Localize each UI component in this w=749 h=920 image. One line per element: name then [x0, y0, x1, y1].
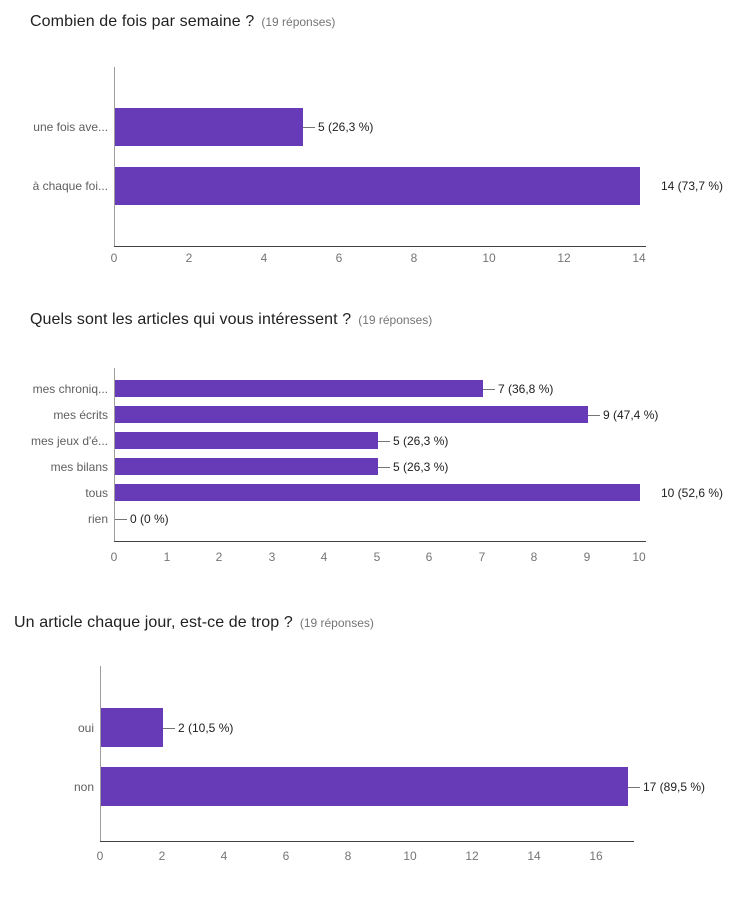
bar	[115, 167, 640, 205]
x-tick-label: 10	[632, 550, 646, 564]
leader-line	[163, 728, 175, 729]
leader-line	[303, 127, 315, 128]
value-label: 5 (26,3 %)	[318, 120, 374, 134]
bar	[115, 484, 640, 501]
x-tick-label: 6	[335, 251, 343, 265]
category-label: à chaque foi...	[32, 179, 108, 193]
category-label: rien	[87, 511, 108, 526]
x-tick-label: 4	[260, 251, 268, 265]
leader-line	[378, 441, 390, 442]
bar	[115, 108, 303, 146]
category-label: mes jeux d'é...	[31, 433, 108, 448]
x-axis-line	[100, 841, 634, 842]
category-label: mes chroniq...	[32, 381, 108, 396]
value-label: 0 (0 %)	[130, 511, 169, 526]
category-label: mes bilans	[50, 459, 108, 474]
x-tick-label: 4	[320, 550, 328, 564]
leader-line	[483, 389, 495, 390]
category-label: une fois ave...	[33, 120, 108, 134]
x-tick-label: 0	[96, 849, 104, 863]
leader-line	[588, 415, 600, 416]
category-label: oui	[77, 720, 94, 735]
x-tick-label: 14	[527, 849, 541, 863]
question-title-1: Combien de fois par semaine ?	[30, 13, 255, 30]
value-label: 5 (26,3 %)	[393, 459, 449, 474]
x-tick-label: 0	[110, 251, 118, 265]
value-label: 9 (47,4 %)	[603, 407, 659, 422]
chart-3-title-row: Un article chaque jour, est-ce de trop ?…	[14, 614, 374, 632]
x-tick-label: 7	[478, 550, 486, 564]
x-tick-label: 0	[110, 550, 118, 564]
y-axis-line	[114, 67, 115, 247]
response-count-2: (19 réponses)	[358, 313, 433, 327]
x-tick-label: 2	[215, 550, 223, 564]
question-title-3: Un article chaque jour, est-ce de trop ?	[14, 614, 293, 631]
x-tick-label: 3	[268, 550, 276, 564]
category-label: tous	[85, 485, 108, 500]
bar	[115, 432, 378, 449]
x-tick-label: 8	[410, 251, 418, 265]
x-tick-label: 4	[220, 849, 228, 863]
x-tick-label: 1	[163, 550, 171, 564]
value-label: 10 (52,6 %)	[661, 485, 724, 500]
x-tick-label: 12	[465, 849, 479, 863]
chart-1-title-row: Combien de fois par semaine ? (19 réponse…	[30, 13, 335, 31]
category-label: non	[73, 779, 94, 794]
x-tick-label: 5	[373, 550, 381, 564]
bar	[115, 380, 483, 397]
value-label: 17 (89,5 %)	[643, 779, 706, 794]
value-label: 7 (36,8 %)	[498, 381, 554, 396]
bar	[115, 406, 588, 423]
x-tick-label: 6	[425, 550, 433, 564]
x-tick-label: 14	[632, 251, 646, 265]
x-axis-line	[114, 541, 646, 542]
response-count-1: (19 réponses)	[261, 15, 336, 29]
y-axis-line	[100, 666, 101, 842]
x-tick-label: 2	[185, 251, 193, 265]
value-label: 2 (10,5 %)	[178, 720, 234, 735]
x-tick-label: 10	[482, 251, 496, 265]
x-axis-line	[114, 246, 646, 247]
x-tick-label: 2	[158, 849, 166, 863]
y-axis-line	[114, 368, 115, 542]
value-label: 5 (26,3 %)	[393, 433, 449, 448]
bar	[101, 767, 628, 806]
x-tick-label: 8	[344, 849, 352, 863]
x-tick-label: 12	[557, 251, 571, 265]
bar	[115, 458, 378, 475]
x-tick-label: 9	[583, 550, 591, 564]
leader-line	[378, 467, 390, 468]
x-tick-label: 10	[403, 849, 417, 863]
category-label: mes écrits	[53, 407, 108, 422]
question-title-2: Quels sont les articles qui vous intéres…	[30, 311, 352, 328]
chart-2-title-row: Quels sont les articles qui vous intéres…	[30, 311, 432, 329]
response-count-3: (19 réponses)	[299, 616, 374, 630]
bar	[101, 708, 163, 747]
leader-line	[628, 787, 640, 788]
leader-line	[115, 519, 127, 520]
x-tick-label: 8	[530, 550, 538, 564]
value-label: 14 (73,7 %)	[661, 179, 724, 193]
x-tick-label: 16	[589, 849, 603, 863]
x-tick-label: 6	[282, 849, 290, 863]
